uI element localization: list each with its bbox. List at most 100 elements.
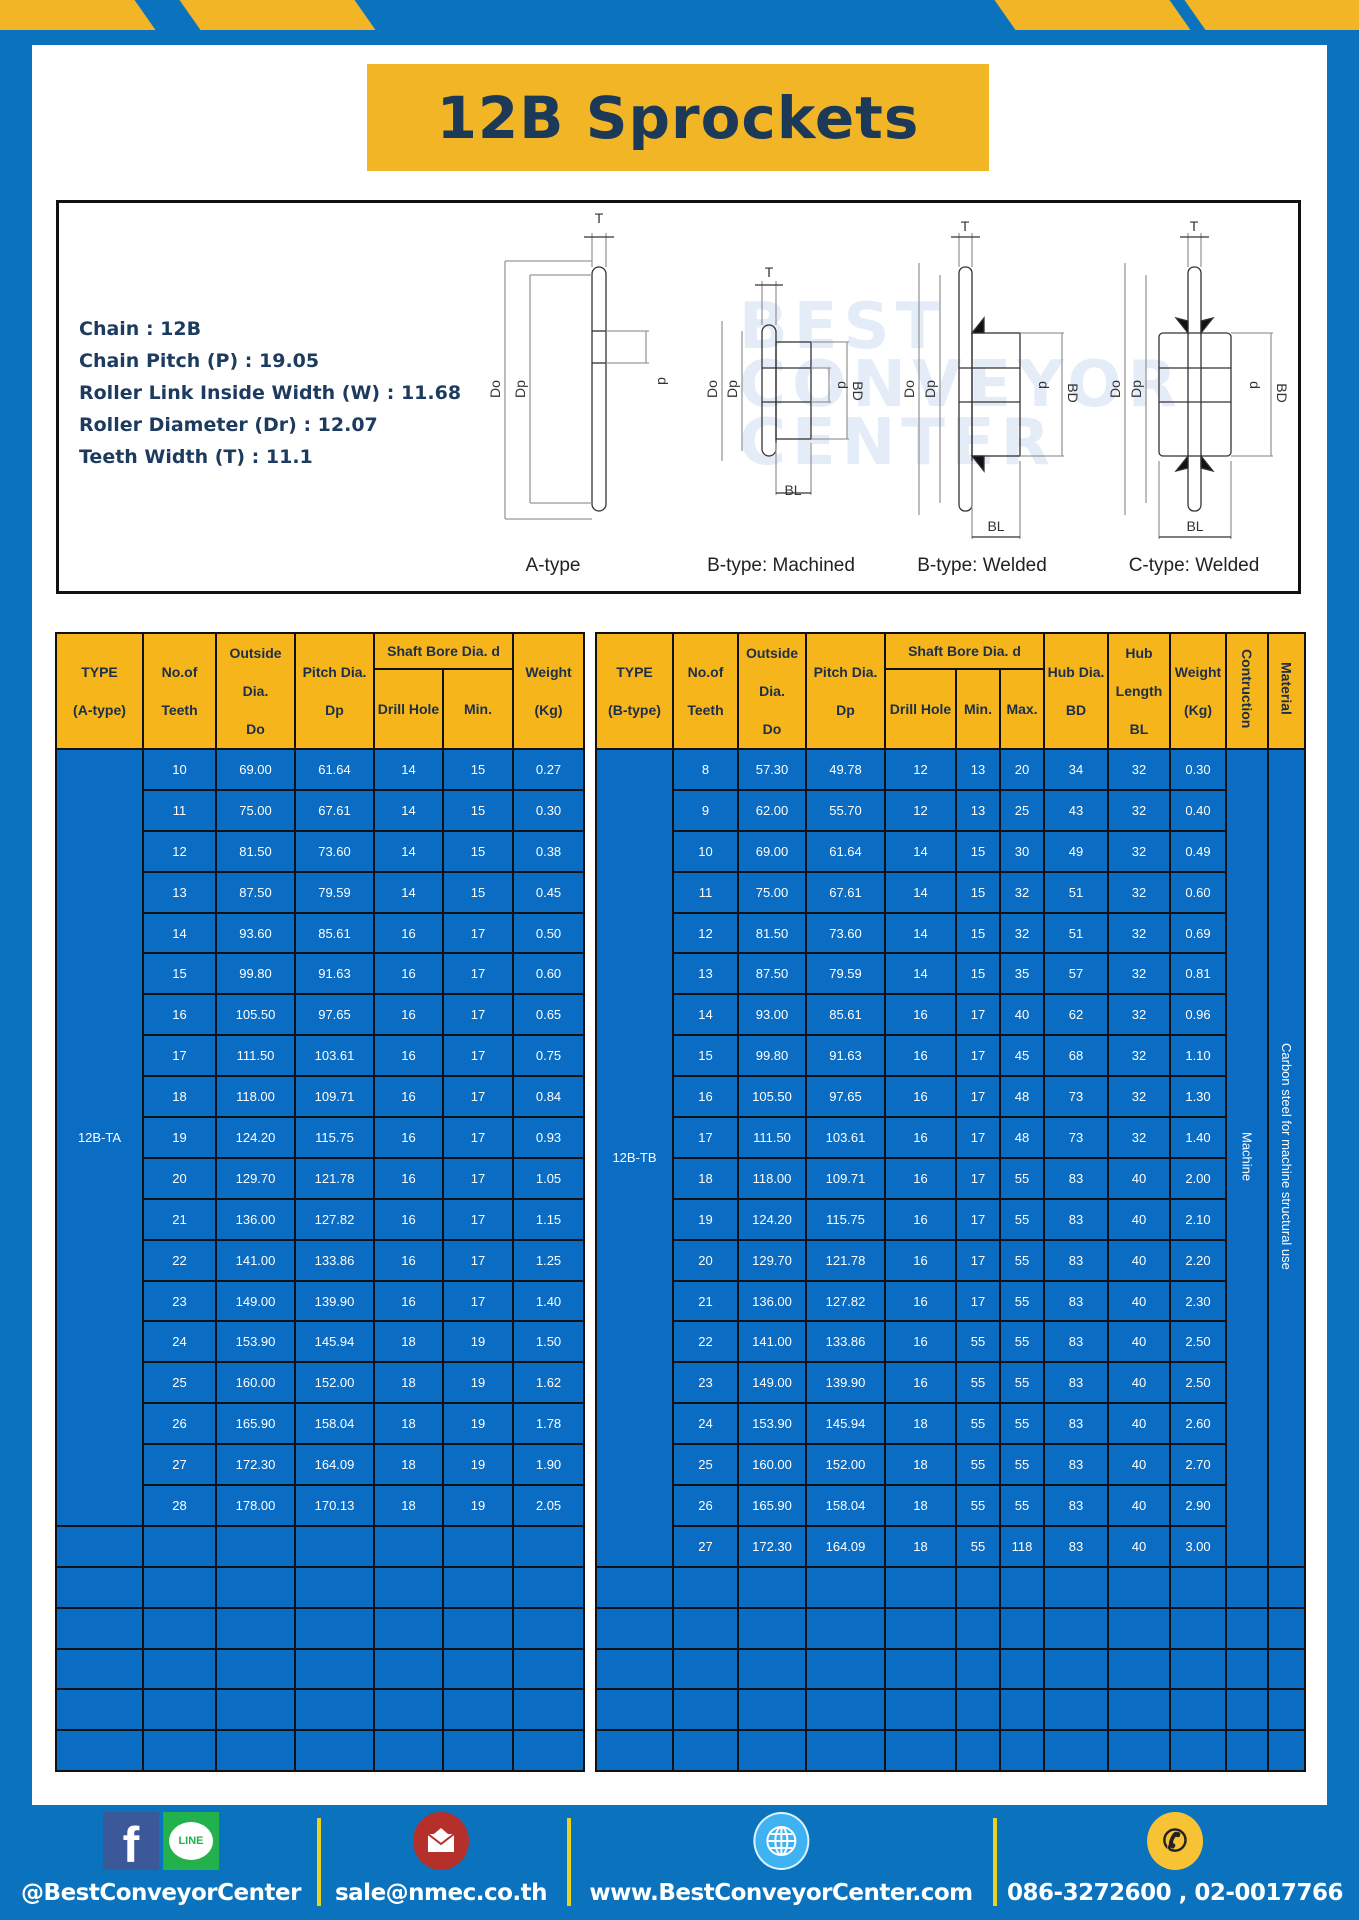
table-row: 12 81.50 73.60 14 15 0.38 bbox=[56, 829, 586, 873]
max-bore-cell: 55 bbox=[999, 1156, 1045, 1200]
teeth-cell: 22 bbox=[142, 1238, 217, 1282]
max-bore-cell: 32 bbox=[999, 870, 1045, 914]
drill-hole-cell: 18 bbox=[884, 1524, 957, 1568]
pitch-dia-cell: 49.78 bbox=[805, 748, 886, 791]
empty-cell bbox=[142, 1647, 217, 1691]
table-row: 10 69.00 61.64 14 15 30 49 32 0.49 bbox=[596, 829, 1305, 873]
blank-row bbox=[595, 1606, 1306, 1650]
max-bore-cell: 40 bbox=[999, 993, 1045, 1037]
hub-length-cell: 32 bbox=[1107, 911, 1171, 955]
website-link[interactable]: www.BestConveyorCenter.com bbox=[589, 1880, 973, 1906]
teeth-cell: 11 bbox=[142, 788, 217, 832]
drill-hole-cell: 16 bbox=[373, 1075, 444, 1119]
empty-cell bbox=[294, 1606, 375, 1650]
phone-numbers[interactable]: 086-3272600 , 02-0017766 bbox=[1007, 1880, 1343, 1906]
outside-dia-cell: 111.50 bbox=[737, 1116, 807, 1159]
empty-cell bbox=[1267, 1565, 1306, 1609]
table-row: 12B-TB 8 57.30 49.78 12 13 20 34 32 0.30 Machine Ca… bbox=[595, 748, 1306, 1568]
drill-hole-cell: 16 bbox=[373, 1116, 444, 1159]
header-teeth: No.of Teeth bbox=[672, 632, 739, 750]
header-min: Min. bbox=[441, 668, 515, 750]
b-welded-drawing bbox=[918, 233, 1064, 539]
pitch-dia-cell: 109.71 bbox=[294, 1075, 375, 1119]
footer-website[interactable]: www.BestConveyorCenter.com bbox=[589, 1812, 973, 1906]
outside-dia-cell: 118.00 bbox=[215, 1075, 296, 1119]
min-bore-cell: 17 bbox=[441, 1238, 515, 1282]
pitch-dia-cell: 158.04 bbox=[805, 1484, 886, 1527]
footer-phone[interactable]: ✆ 086-3272600 , 02-0017766 bbox=[1007, 1812, 1343, 1906]
min-bore-cell: 13 bbox=[955, 748, 1001, 791]
pitch-dia-cell: 139.90 bbox=[294, 1279, 375, 1323]
empty-cell bbox=[1169, 1565, 1227, 1609]
spec-pitch: Chain Pitch (P) : 19.05 bbox=[79, 350, 320, 372]
header-hub-dia: Hub Dia. BD bbox=[1043, 632, 1109, 750]
empty-cell bbox=[294, 1729, 375, 1773]
outside-dia-cell: 81.50 bbox=[737, 911, 807, 955]
footer-email[interactable]: sale@nmec.co.th bbox=[334, 1812, 548, 1906]
empty-cell bbox=[512, 1565, 586, 1609]
line-icon[interactable]: LINE bbox=[162, 1812, 219, 1870]
weight-cell: 1.40 bbox=[512, 1279, 586, 1323]
pitch-dia-cell: 79.59 bbox=[294, 870, 375, 914]
header-shaft-bore: Shaft Bore Dia. d bbox=[884, 631, 1045, 671]
top-stripe bbox=[179, 0, 376, 30]
table-row: 25 160.00 152.00 18 19 1.62 bbox=[56, 1361, 586, 1405]
header-pitch-dia: Pitch Dia. Dp bbox=[805, 632, 886, 750]
teeth-cell: 25 bbox=[672, 1443, 739, 1487]
table-row: 23 149.00 139.90 16 55 55 83 40 2.50 bbox=[596, 1361, 1305, 1405]
page-title: 12B Sprockets bbox=[436, 83, 920, 152]
pitch-dia-cell: 73.60 bbox=[294, 829, 375, 873]
weight-cell: 3.00 bbox=[1169, 1524, 1227, 1568]
table-row: 18 118.00 109.71 16 17 55 83 40 2.00 bbox=[596, 1156, 1305, 1200]
empty-cell bbox=[1107, 1647, 1171, 1691]
weight-cell: 1.15 bbox=[512, 1197, 586, 1241]
min-bore-cell: 17 bbox=[441, 952, 515, 996]
outside-dia-cell: 105.50 bbox=[215, 993, 296, 1037]
header-drill-hole: Drill Hole bbox=[884, 668, 957, 750]
pitch-dia-cell: 121.78 bbox=[805, 1238, 886, 1282]
teeth-cell: 10 bbox=[142, 748, 217, 791]
header-weight: Weight (Kg) bbox=[512, 632, 586, 750]
table-row: 20 129.70 121.78 16 17 55 83 40 2.20 bbox=[596, 1238, 1305, 1282]
email-address[interactable]: sale@nmec.co.th bbox=[334, 1880, 548, 1906]
teeth-cell: 9 bbox=[672, 788, 739, 832]
min-bore-cell: 19 bbox=[441, 1402, 515, 1446]
empty-cell bbox=[1107, 1565, 1171, 1609]
empty-cell bbox=[142, 1688, 217, 1732]
hub-length-cell: 32 bbox=[1107, 870, 1171, 914]
table-row: 15 99.80 91.63 16 17 45 68 32 1.10 bbox=[596, 1034, 1305, 1078]
drill-hole-cell: 16 bbox=[373, 1156, 444, 1200]
pitch-dia-cell: 97.65 bbox=[294, 993, 375, 1037]
empty-cell bbox=[1225, 1729, 1269, 1773]
footer-social[interactable]: f LINE @BestConveyorCenter bbox=[21, 1812, 301, 1906]
empty-cell bbox=[737, 1647, 807, 1691]
table-row: 13 87.50 79.59 14 15 0.45 bbox=[56, 870, 586, 914]
hub-length-cell: 40 bbox=[1107, 1238, 1171, 1282]
teeth-cell: 10 bbox=[672, 829, 739, 873]
max-bore-cell: 55 bbox=[999, 1320, 1045, 1364]
pitch-dia-cell: 139.90 bbox=[805, 1361, 886, 1405]
empty-cell bbox=[1169, 1647, 1227, 1691]
drill-hole-cell: 14 bbox=[373, 788, 444, 832]
weight-cell: 0.69 bbox=[1169, 911, 1227, 955]
diagram-panel: BEST CONVEYOR CENTER Chain : 12B Chain Pit… bbox=[56, 200, 1301, 594]
social-handle[interactable]: @BestConveyorCenter bbox=[21, 1880, 301, 1906]
max-bore-cell: 45 bbox=[999, 1034, 1045, 1078]
min-bore-cell: 17 bbox=[441, 1034, 515, 1078]
phone-icon: ✆ bbox=[1146, 1812, 1203, 1870]
empty-cell bbox=[1169, 1606, 1227, 1650]
pitch-dia-cell: 164.09 bbox=[294, 1443, 375, 1487]
weight-cell: 0.38 bbox=[512, 829, 586, 873]
spec-teeth-width: Teeth Width (T) : 11.1 bbox=[79, 446, 313, 468]
weight-cell: 1.25 bbox=[512, 1238, 586, 1282]
table-row: 23 149.00 139.90 16 17 1.40 bbox=[56, 1279, 586, 1323]
min-bore-cell: 17 bbox=[441, 1116, 515, 1159]
facebook-icon[interactable]: f bbox=[102, 1812, 159, 1870]
teeth-cell: 16 bbox=[672, 1075, 739, 1119]
blank-row bbox=[55, 1524, 586, 1568]
min-bore-cell: 55 bbox=[955, 1402, 1001, 1446]
empty-cell bbox=[1107, 1688, 1171, 1732]
empty-cell bbox=[1225, 1565, 1269, 1609]
weight-cell: 0.93 bbox=[512, 1116, 586, 1159]
svg-text:Dp: Dp bbox=[922, 380, 938, 398]
